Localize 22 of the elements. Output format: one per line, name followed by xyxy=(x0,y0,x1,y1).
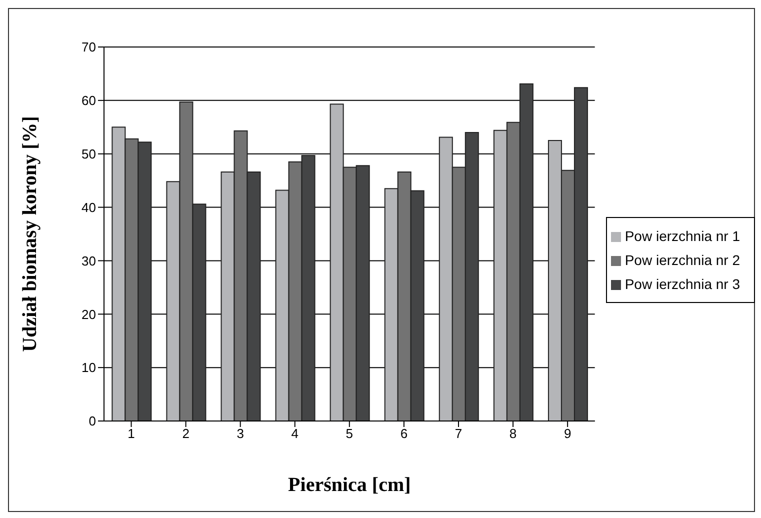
y-tick-label: 0 xyxy=(88,414,96,429)
x-tick-label: 5 xyxy=(346,426,354,442)
x-tick-label: 6 xyxy=(400,426,408,442)
x-tick-label: 1 xyxy=(128,426,135,442)
y-tick-label: 70 xyxy=(82,40,96,55)
legend-label: Pow ierzchnia nr 2 xyxy=(624,252,740,268)
x-tick-label: 7 xyxy=(454,426,462,442)
x-tick-label: 8 xyxy=(509,426,517,442)
x-tick-label: 2 xyxy=(182,426,190,442)
legend-label: Pow ierzchnia nr 1 xyxy=(624,228,740,244)
y-tick-label: 40 xyxy=(82,200,96,215)
x-tick-label: 9 xyxy=(564,426,572,442)
y-tick-label: 50 xyxy=(82,146,96,162)
y-tick-label: 30 xyxy=(82,253,96,268)
y-tick-label: 10 xyxy=(82,360,96,376)
y-tick-label: 60 xyxy=(82,93,96,108)
legend-label: Pow ierzchnia nr 3 xyxy=(624,276,740,292)
x-tick-label: 3 xyxy=(236,426,244,442)
y-axis-title: Udział biomasy korony [%] xyxy=(19,116,42,352)
x-axis-title: Pierśnica [cm] xyxy=(288,474,411,496)
x-tick-label: 4 xyxy=(291,426,298,442)
y-tick-label: 20 xyxy=(82,306,96,322)
